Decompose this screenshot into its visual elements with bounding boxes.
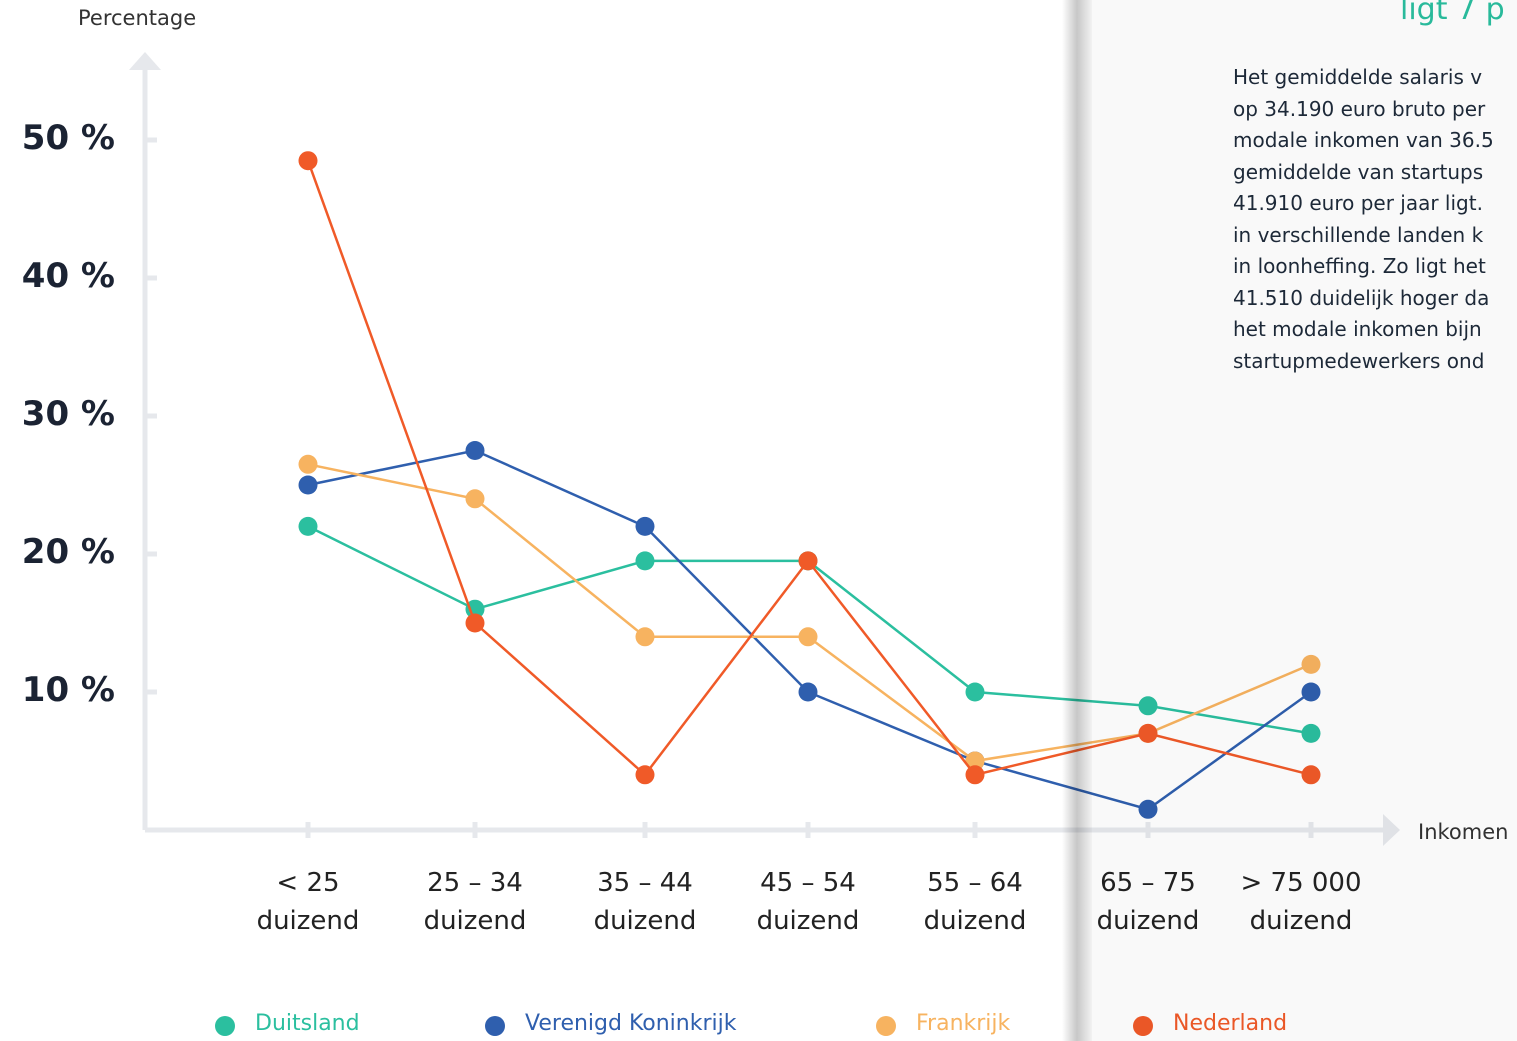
- y-tick-label: 40 %: [21, 256, 115, 296]
- y-tick-label: 30 %: [21, 394, 115, 434]
- legend-label: Frankrijk: [916, 1011, 1011, 1036]
- paragraph-line: het modale inkomen bijn: [1233, 317, 1482, 341]
- point: [298, 516, 318, 536]
- paragraph-line: op 34.190 euro bruto per: [1233, 96, 1486, 121]
- x-tick-label: < 25 duizend: [256, 868, 360, 936]
- point: [635, 765, 655, 785]
- x-tick-label: 35 – 44 duizend: [593, 868, 697, 936]
- heading: ligt 7 p: [1400, 0, 1505, 27]
- paragraph-line: modale inkomen van 36.5: [1233, 128, 1494, 152]
- point: [465, 441, 485, 460]
- paragraph-line: 41.510 duidelijk hoger da: [1233, 285, 1490, 310]
- point: [298, 151, 318, 171]
- x-tick-label: 45 – 54 duizend: [756, 868, 860, 936]
- point: [798, 627, 818, 647]
- paragraph-line: in loonheffing. Zo ligt het: [1233, 254, 1486, 278]
- paragraph-line: 41.910 euro per jaar ligt.: [1233, 191, 1483, 215]
- point: [298, 475, 318, 495]
- x-tick-label: 55 – 64 duizend: [923, 868, 1027, 936]
- point: [965, 682, 985, 702]
- point: [798, 682, 818, 702]
- point: [465, 613, 485, 633]
- legend-marker: [876, 1016, 896, 1036]
- page-fold: [1062, 0, 1092, 1041]
- legend-marker: [485, 1016, 505, 1036]
- y-axis-arrow: [129, 52, 161, 70]
- y-tick-label: 50 %: [21, 118, 115, 158]
- x-tick-label: > 75 000 duizend: [1240, 868, 1362, 936]
- point: [1301, 723, 1321, 743]
- point: [1301, 765, 1321, 785]
- point: [1138, 723, 1158, 743]
- y-tick-label: 10 %: [21, 670, 115, 710]
- page-shade: [1092, 0, 1517, 1041]
- paragraph-line: in verschillende landen k: [1233, 222, 1484, 247]
- legend-label: Duitsland: [255, 1011, 360, 1036]
- x-tick-label: 65 – 75 duizend: [1096, 868, 1200, 936]
- legend-label: Verenigd Koninkrijk: [525, 1011, 737, 1036]
- point: [635, 627, 655, 647]
- paragraph-line: Het gemiddelde salaris v: [1233, 65, 1483, 89]
- point: [465, 599, 485, 619]
- point: [965, 751, 985, 771]
- legend-marker: [215, 1016, 235, 1036]
- x-axis-arrow: [1383, 814, 1400, 846]
- y-tick-label: 20 %: [21, 532, 115, 572]
- x-tick-label: 25 – 34 duizend: [423, 868, 527, 936]
- legend-label: Nederland: [1173, 1011, 1288, 1036]
- point: [298, 454, 318, 474]
- paragraph-line: startupmedewerkers ond: [1233, 348, 1485, 373]
- point: [798, 551, 818, 571]
- point: [1301, 654, 1321, 674]
- point: [635, 551, 655, 571]
- legend-marker: [1133, 1016, 1153, 1036]
- x-axis-label: Inkomen: [1418, 820, 1509, 844]
- paragraph-line: gemiddelde van startups: [1233, 159, 1484, 184]
- point: [465, 489, 485, 509]
- point: [1138, 696, 1158, 716]
- point: [1138, 799, 1158, 819]
- y-axis-label: Percentage: [78, 6, 197, 30]
- point: [635, 516, 655, 536]
- point: [965, 765, 985, 785]
- point: [1301, 682, 1321, 702]
